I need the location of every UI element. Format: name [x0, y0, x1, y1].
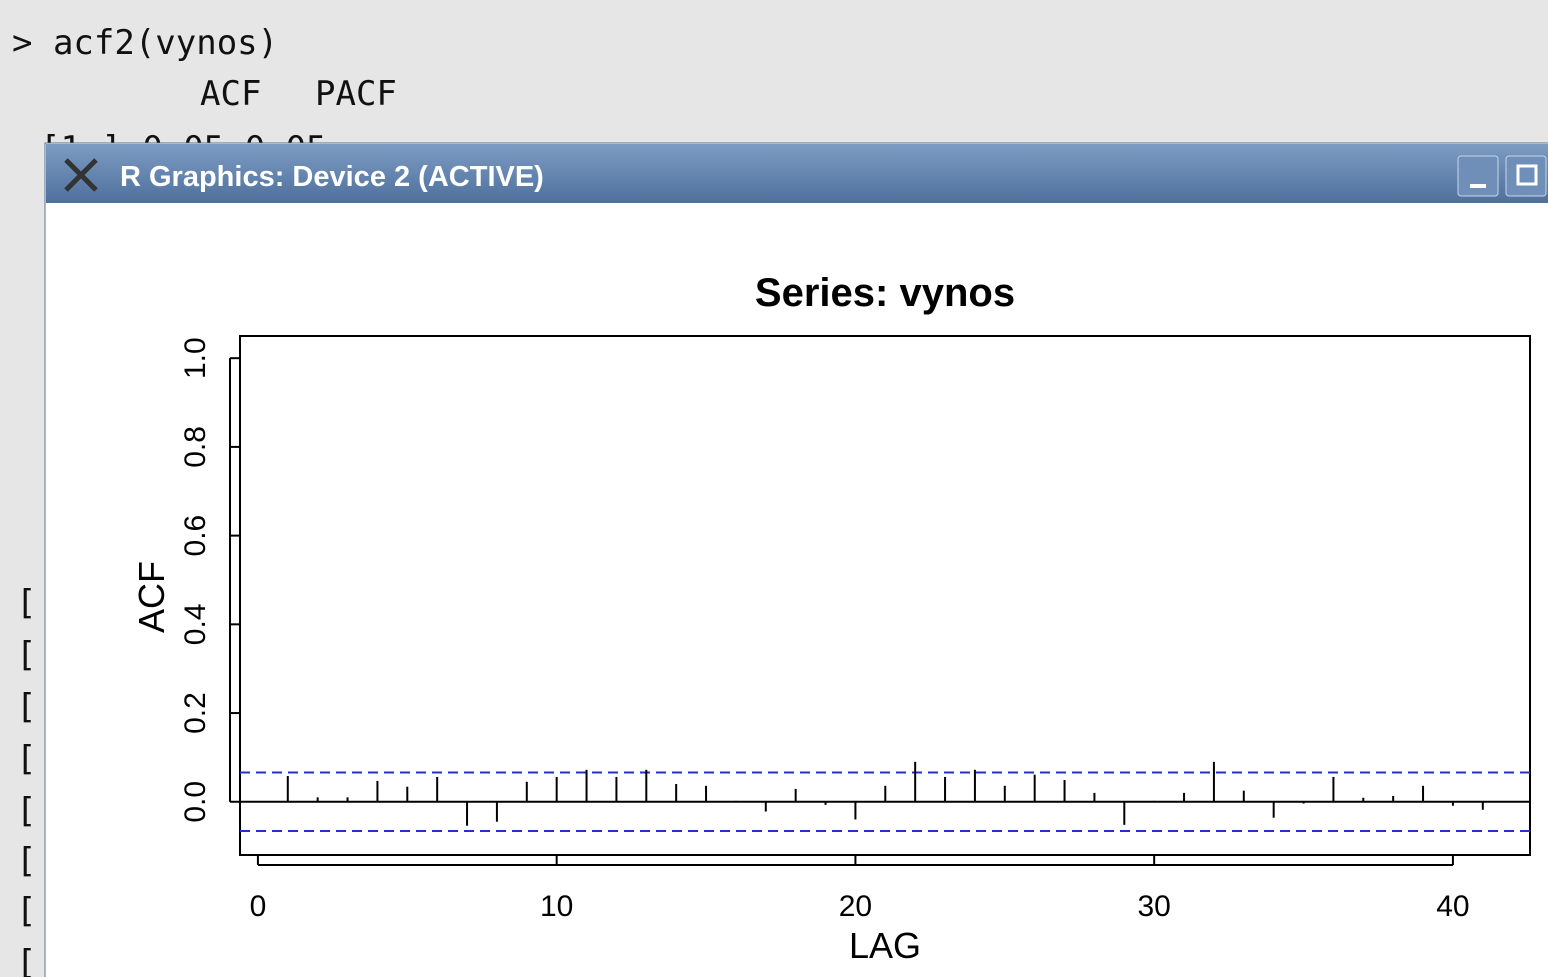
- y-tick-label: 0.8: [179, 426, 212, 468]
- console-header: PACF: [315, 74, 397, 114]
- y-tick-label: 0.6: [179, 515, 212, 557]
- maximize-button[interactable]: [1505, 155, 1547, 197]
- x-tick-label: 20: [839, 890, 872, 923]
- chart: Series: vynos LAG ACF 0.0 0.2 0.4 0.6 0.8 1.0…: [131, 271, 1531, 966]
- console-header: ACF: [200, 74, 261, 114]
- y-tick-label: 0.2: [179, 692, 212, 734]
- y-tick-label: 0.4: [179, 603, 212, 645]
- console-stub: [: [16, 791, 36, 831]
- plot-frame: [239, 335, 1531, 856]
- window-title: R Graphics: Device 2 (ACTIVE): [120, 161, 544, 193]
- console-stub: [: [16, 635, 36, 675]
- maximize-icon: [1516, 164, 1538, 186]
- x-tick-label: 30: [1137, 890, 1170, 923]
- console-stubs: [ [ [ [ [ [ [ [: [16, 583, 36, 977]
- console-stub: [: [16, 943, 36, 977]
- chart-title: Series: vynos: [755, 271, 1015, 315]
- console-stub: [: [16, 687, 36, 727]
- x-tick-label: 0: [250, 890, 267, 923]
- y-tick-label: 0.0: [179, 781, 212, 823]
- title-bar: [46, 144, 1548, 203]
- graphics-window: [44, 142, 1548, 977]
- minimize-button[interactable]: [1457, 155, 1499, 197]
- window-icon: [64, 158, 98, 192]
- console-stub: [: [16, 891, 36, 931]
- console-command: > acf2(vynos): [12, 23, 278, 63]
- x-tick-label: 40: [1436, 890, 1469, 923]
- y-axis-label: ACF: [131, 561, 172, 633]
- x-axis-label: LAG: [849, 925, 921, 966]
- console-stub: [: [16, 583, 36, 623]
- console-stub: [: [16, 841, 36, 881]
- console-stub: [: [16, 739, 36, 779]
- x-tick-label: 10: [540, 890, 573, 923]
- y-tick-label: 1.0: [179, 337, 212, 379]
